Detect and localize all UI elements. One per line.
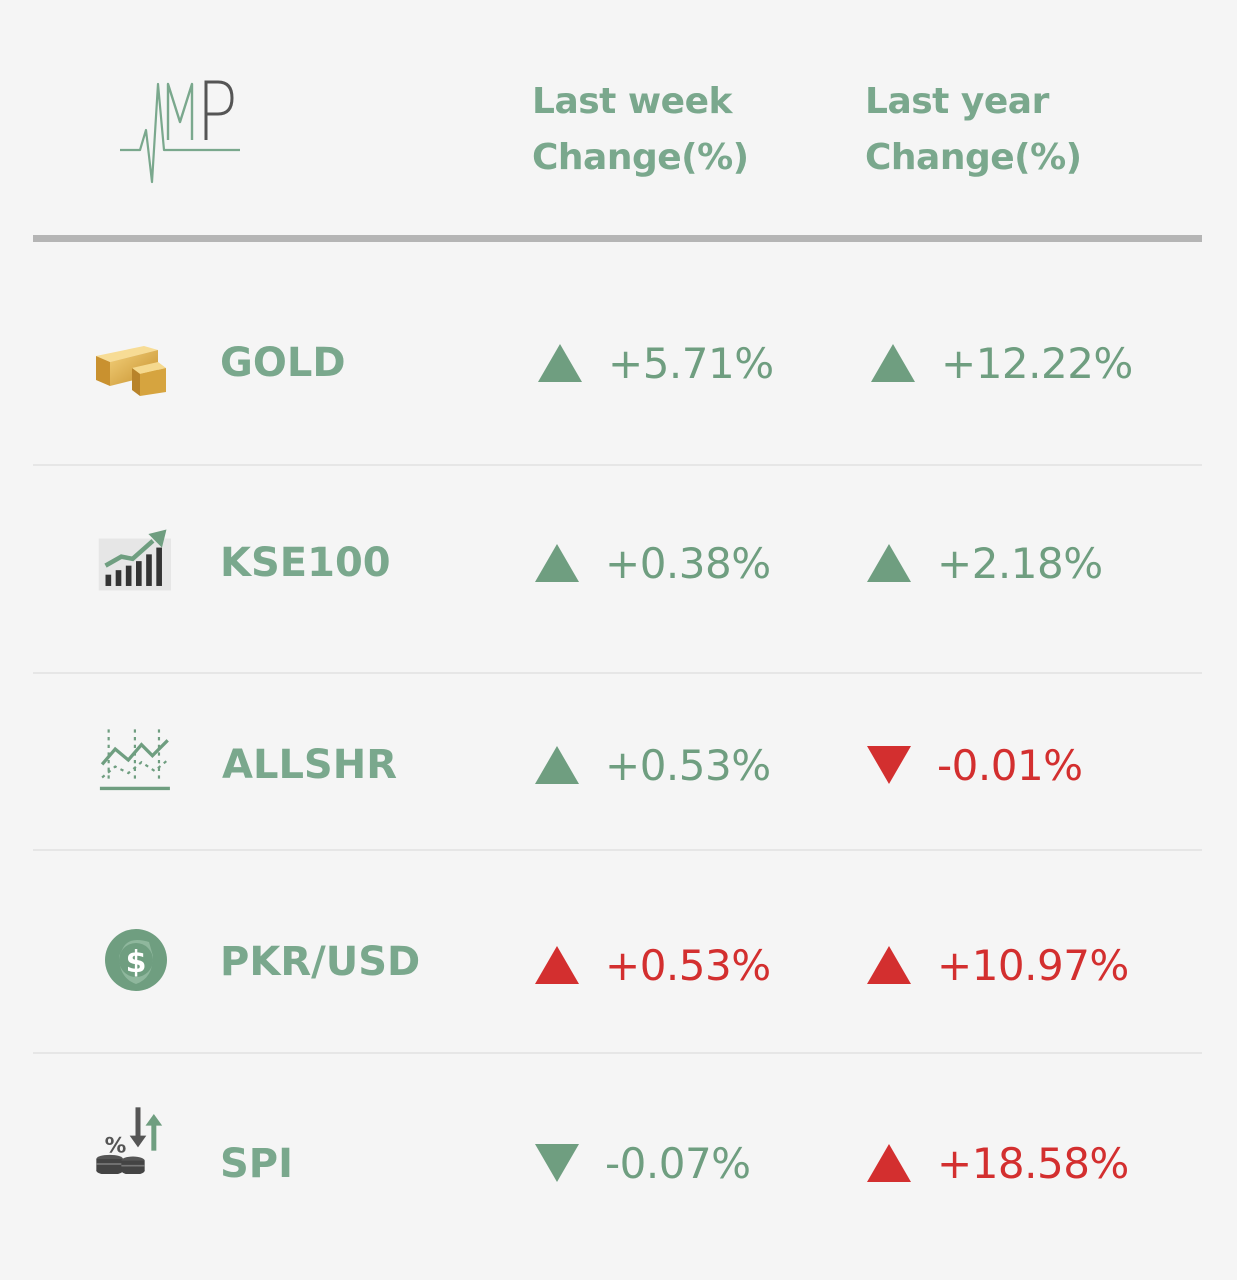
asset-name-kse100: KSE100 <box>220 540 391 586</box>
up-arrow-icon <box>871 344 915 382</box>
pkr-usd-year-value: +10.97% <box>937 940 1129 990</box>
allshr-year-value: -0.01% <box>937 740 1083 790</box>
gold-year-value: +12.22% <box>941 338 1133 388</box>
gold-year-change: +12.22% <box>869 333 1133 393</box>
asset-name-pkr-usd: PKR/USD <box>220 939 421 985</box>
gold-bar-icon <box>96 346 166 396</box>
allshr-week-value: +0.53% <box>605 740 771 790</box>
percent-coins-arrows-icon: % <box>96 1107 163 1174</box>
dollar-coin-icon: $ <box>105 929 167 991</box>
svg-text:$: $ <box>126 945 147 980</box>
row-divider <box>33 672 1202 674</box>
up-arrow-icon <box>535 746 579 784</box>
last-week-header-line2: Change(%) <box>532 137 749 178</box>
row-divider <box>33 849 1202 851</box>
last-week-header: Last week Change(%) <box>532 74 749 186</box>
spi-week-change: -0.07% <box>533 1133 751 1193</box>
kse100-week-change: +0.38% <box>533 533 771 593</box>
asset-name-spi: SPI <box>220 1141 294 1187</box>
up-arrow-icon <box>535 544 579 582</box>
last-week-header-line1: Last week <box>532 81 732 122</box>
header-divider <box>33 235 1202 242</box>
gold-week-value: +5.71% <box>608 338 774 388</box>
down-arrow-icon <box>535 1144 579 1182</box>
rising-bar-chart-icon <box>98 529 171 591</box>
spi-year-value: +18.58% <box>937 1138 1129 1188</box>
asset-name-gold: GOLD <box>220 340 346 386</box>
allshr-week-change: +0.53% <box>533 735 771 795</box>
pkr-usd-week-change: +0.53% <box>533 935 771 995</box>
up-arrow-icon <box>867 946 911 984</box>
kse100-year-value: +2.18% <box>937 538 1103 588</box>
svg-text:%: % <box>105 1133 127 1158</box>
asset-name-allshr: ALLSHR <box>222 742 398 788</box>
line-chart-icon <box>99 729 170 791</box>
up-arrow-icon <box>867 544 911 582</box>
pkr-usd-week-value: +0.53% <box>605 940 771 990</box>
last-year-header-line2: Change(%) <box>865 137 1082 178</box>
pkr-usd-year-change: +10.97% <box>865 935 1129 995</box>
last-year-header: Last year Change(%) <box>865 74 1082 186</box>
spi-week-value: -0.07% <box>605 1138 751 1188</box>
up-arrow-icon <box>867 1144 911 1182</box>
row-divider <box>33 1052 1202 1054</box>
row-divider <box>33 464 1202 466</box>
up-arrow-icon <box>535 946 579 984</box>
last-year-header-line1: Last year <box>865 81 1049 122</box>
kse100-year-change: +2.18% <box>865 533 1103 593</box>
down-arrow-icon <box>867 746 911 784</box>
amp-logo <box>120 80 240 184</box>
up-arrow-icon <box>538 344 582 382</box>
spi-year-change: +18.58% <box>865 1133 1129 1193</box>
gold-week-change: +5.71% <box>536 333 774 393</box>
allshr-year-change: -0.01% <box>865 735 1083 795</box>
kse100-week-value: +0.38% <box>605 538 771 588</box>
